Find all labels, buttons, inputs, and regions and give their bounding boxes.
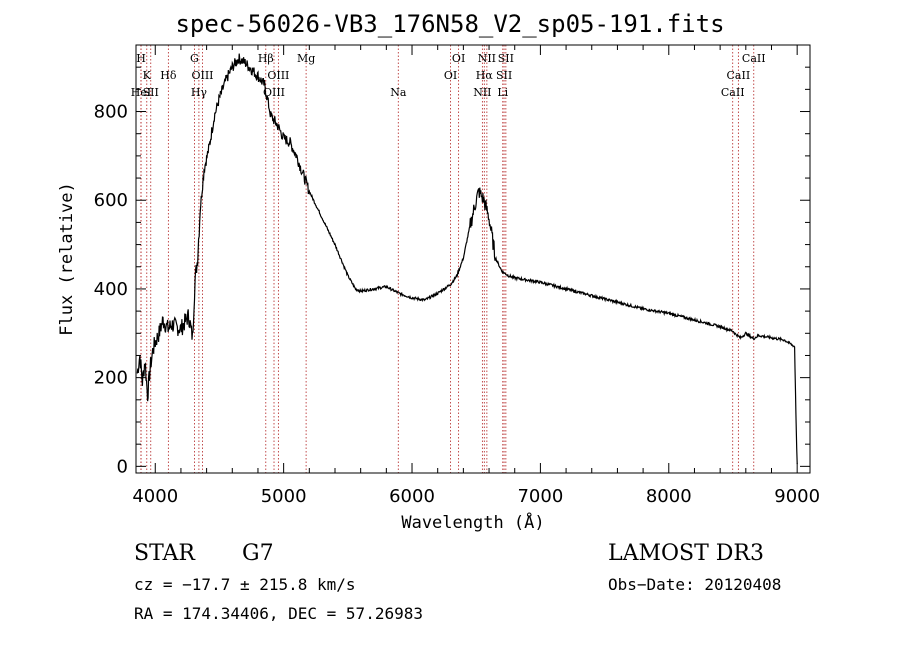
object-class: STAR	[134, 541, 195, 566]
line-marker-label: Hδ	[160, 69, 177, 82]
x-tick-label: 7000	[517, 486, 563, 507]
line-marker-label: Hγ	[191, 86, 208, 99]
plot-frame	[135, 44, 811, 474]
y-axis-ticks: 0 200 400 600 800	[94, 66, 810, 477]
line-marker-label: Hβ	[258, 52, 274, 65]
y-tick-label: 0	[117, 456, 128, 477]
line-marker-labels: HKHeISIIHδGHγOIIIHβOIIIOIIIMgNaOIOINIIHα…	[131, 52, 766, 99]
line-marker-label: G	[190, 52, 199, 65]
y-tick-label: 400	[94, 279, 128, 300]
x-tick-label: 5000	[261, 486, 307, 507]
line-marker-label: NII	[478, 52, 496, 65]
x-tick-label: 6000	[389, 486, 435, 507]
coordinates: RA = 174.34406, DEC = 57.26983	[134, 604, 423, 623]
chart-title: spec-56026-VB3_176N58_V2_sp05-191.fits	[175, 10, 725, 38]
line-marker-label: Hα	[476, 69, 494, 82]
redshift-cz: cz = −17.7 ± 215.8 km/s	[134, 575, 356, 594]
line-marker-label: CaII	[721, 86, 745, 99]
y-axis-label: Flux (relative)	[57, 182, 77, 336]
x-tick-label: 8000	[646, 486, 692, 507]
x-tick-label: 4000	[132, 486, 178, 507]
y-tick-label: 800	[94, 102, 128, 123]
spectrum-line	[136, 53, 798, 465]
line-marker-label: OI	[444, 69, 457, 82]
line-marker-label: K	[143, 69, 152, 82]
line-markers	[140, 45, 755, 473]
y-tick-label: 600	[94, 190, 128, 211]
line-marker-label: Mg	[297, 52, 315, 65]
line-marker-label: OI	[452, 52, 465, 65]
survey-name: LAMOST DR3	[608, 541, 764, 566]
line-marker-label: H	[136, 52, 146, 65]
line-marker-label: SII	[143, 86, 159, 99]
line-marker-label: OIII	[267, 69, 289, 82]
line-marker-label: SII	[496, 69, 512, 82]
subclass: G7	[242, 541, 274, 566]
obs-date: Obs−Date: 20120408	[608, 575, 782, 594]
x-axis-ticks: 4000 5000 6000 7000 8000 9000	[132, 45, 820, 507]
line-marker-label: SII	[498, 52, 514, 65]
line-marker-label: OIII	[191, 69, 213, 82]
x-tick-label: 9000	[774, 486, 820, 507]
line-marker-label: Na	[390, 86, 407, 99]
line-marker-label: CaII	[742, 52, 766, 65]
line-marker-label: Li	[497, 86, 508, 99]
y-tick-label: 200	[94, 368, 128, 389]
x-axis-label: Wavelength (Å)	[401, 511, 544, 533]
line-marker-label: NII	[473, 86, 491, 99]
line-marker-label: CaII	[727, 69, 751, 82]
line-marker-label: OIII	[263, 86, 285, 99]
